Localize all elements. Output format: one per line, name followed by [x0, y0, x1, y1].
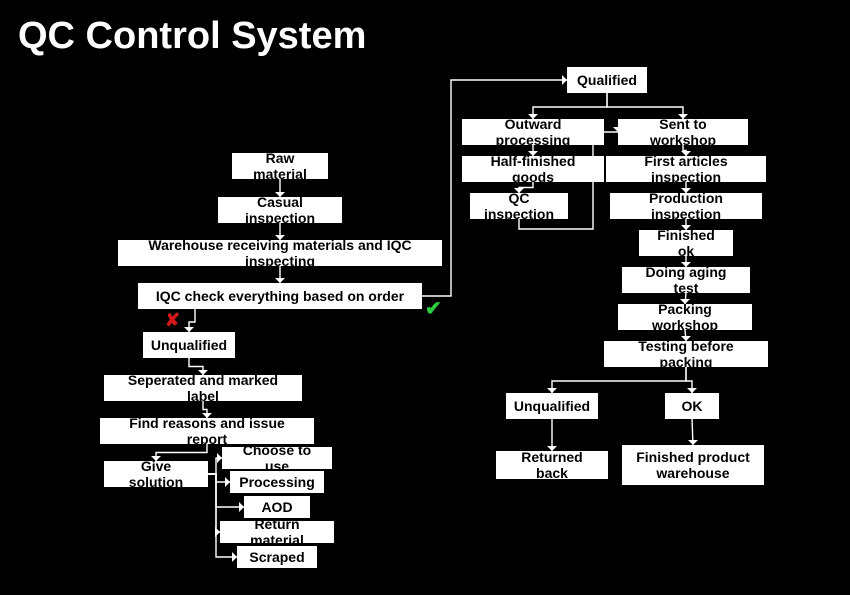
- node-warehouse-iqc: Warehouse receiving materials and IQC in…: [118, 240, 442, 266]
- node-unqualified2: Unqualified: [506, 393, 598, 419]
- node-testing-packing: Testing before packing: [604, 341, 768, 367]
- node-qualified: Qualified: [567, 67, 647, 93]
- page-title: QC Control System: [18, 15, 366, 58]
- node-unqualified: Unqualified: [143, 332, 235, 358]
- node-sent-workshop: Sent to workshop: [618, 119, 748, 145]
- node-give-solution: Give solution: [104, 461, 208, 487]
- node-iqc-check: IQC check everything based on order: [138, 283, 422, 309]
- node-casual-inspection: Casual inspection: [218, 197, 342, 223]
- node-raw-material: Raw material: [232, 153, 328, 179]
- node-aod: AOD: [244, 496, 310, 518]
- node-first-articles: First articles inspection: [606, 156, 766, 182]
- node-return-material: Return material: [220, 521, 334, 543]
- node-ok: OK: [665, 393, 719, 419]
- node-choose-to-use: Choose to use: [222, 447, 332, 469]
- node-outward-processing: Outward processing: [462, 119, 604, 145]
- cross-mark: ✘: [165, 310, 180, 331]
- node-half-finished: Half-finished goods: [462, 156, 604, 182]
- node-qc-inspection: QC inspection: [470, 193, 568, 219]
- node-finished-ok: Finished ok: [639, 230, 733, 256]
- node-production-insp: Production inspection: [610, 193, 762, 219]
- node-processing: Processing: [230, 471, 324, 493]
- node-fp-warehouse: Finished product warehouse: [622, 445, 764, 485]
- node-returned-back: Returned back: [496, 451, 608, 479]
- check-mark: ✔: [425, 296, 442, 321]
- node-find-reasons: Find reasons and issue report: [100, 418, 314, 444]
- node-packing-workshop: Packing workshop: [618, 304, 752, 330]
- node-scraped: Scraped: [237, 546, 317, 568]
- flowchart-canvas: QC Control System Raw material Casual ins…: [0, 0, 850, 595]
- node-sep-marked: Seperated and marked label: [104, 375, 302, 401]
- node-aging-test: Doing aging test: [622, 267, 750, 293]
